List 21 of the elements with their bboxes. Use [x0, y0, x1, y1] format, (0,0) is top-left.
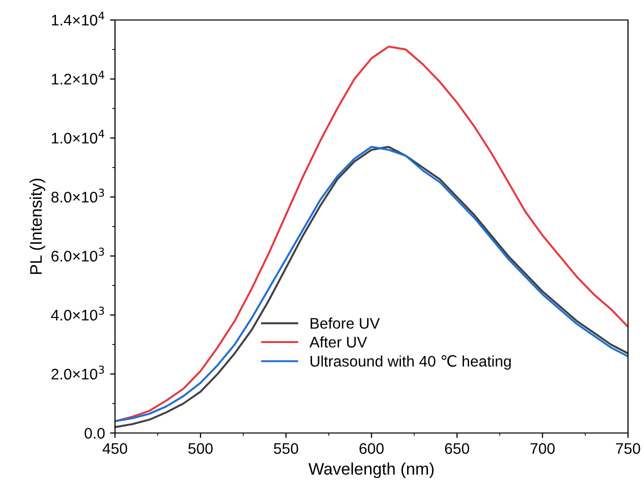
y-tick-label: 1.2×10$^{4}$ [52, 70, 104, 85]
x-tick-label: 500 [188, 443, 213, 454]
y-tick-label: 1.4×10$^{4}$ [52, 12, 104, 26]
y-tick-label: 4.0×10$^{3}$ [51, 306, 104, 321]
y-tick-label: 1.0×10$^{4}$ [52, 130, 104, 144]
x-tick-label: 600 [360, 443, 384, 454]
x-tick-label: 450 [102, 443, 128, 454]
x-tick-label: 550 [274, 443, 298, 454]
y-tick-label: 6.0×10$^{3}$ [52, 248, 104, 262]
legend-label: Ultrasound with 40 ℃ heating [310, 355, 511, 370]
legend-label: After UV [309, 336, 368, 348]
y-tick-label: 2.0×10$^{3}$ [52, 366, 104, 380]
x-tick-label: 750 [616, 443, 640, 454]
line-series [115, 46, 628, 422]
x-axis-title: Wavelength (nm) [308, 462, 434, 478]
x-tick-label: 650 [445, 443, 470, 454]
legend-label: Before UV [310, 318, 380, 329]
x-tick-label: 700 [530, 443, 555, 454]
y-axis-title: PL (Intensity) [30, 178, 46, 274]
y-tick-label: 8.0×10$^{3}$ [51, 188, 104, 203]
y-tick-label: 0.0 [84, 428, 105, 439]
